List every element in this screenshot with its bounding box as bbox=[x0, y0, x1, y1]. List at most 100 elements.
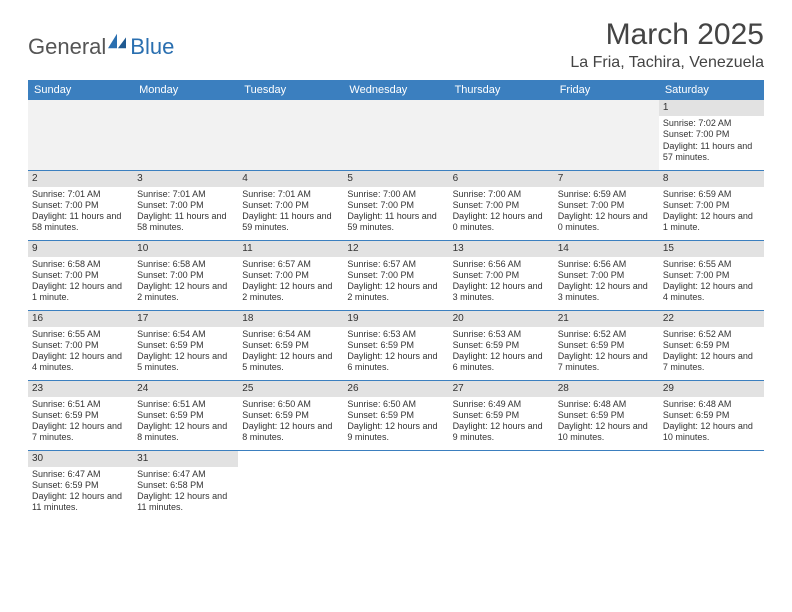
day-details: Sunrise: 6:56 AMSunset: 7:00 PMDaylight:… bbox=[449, 257, 554, 308]
day-cell: 9Sunrise: 6:58 AMSunset: 7:00 PMDaylight… bbox=[28, 240, 133, 310]
day-number: 5 bbox=[343, 171, 448, 187]
day-number: 18 bbox=[238, 311, 343, 327]
empty-trail-cell bbox=[659, 450, 764, 520]
calendar-row: 23Sunrise: 6:51 AMSunset: 6:59 PMDayligh… bbox=[28, 380, 764, 450]
day-daylight: Daylight: 12 hours and 5 minutes. bbox=[137, 351, 234, 374]
weekday-header: Wednesday bbox=[343, 80, 448, 100]
day-details: Sunrise: 6:52 AMSunset: 6:59 PMDaylight:… bbox=[659, 327, 764, 378]
day-details: Sunrise: 6:56 AMSunset: 7:00 PMDaylight:… bbox=[554, 257, 659, 308]
day-cell: 14Sunrise: 6:56 AMSunset: 7:00 PMDayligh… bbox=[554, 240, 659, 310]
day-sunset: Sunset: 6:59 PM bbox=[453, 410, 550, 421]
day-daylight: Daylight: 12 hours and 8 minutes. bbox=[137, 421, 234, 444]
day-sunset: Sunset: 7:00 PM bbox=[558, 270, 655, 281]
day-sunrise: Sunrise: 6:51 AM bbox=[137, 399, 234, 410]
day-sunset: Sunset: 7:00 PM bbox=[347, 270, 444, 281]
day-daylight: Daylight: 11 hours and 58 minutes. bbox=[137, 211, 234, 234]
day-number: 7 bbox=[554, 171, 659, 187]
day-details: Sunrise: 6:48 AMSunset: 6:59 PMDaylight:… bbox=[659, 397, 764, 448]
day-sunset: Sunset: 7:00 PM bbox=[347, 200, 444, 211]
day-details: Sunrise: 6:49 AMSunset: 6:59 PMDaylight:… bbox=[449, 397, 554, 448]
day-details: Sunrise: 6:59 AMSunset: 7:00 PMDaylight:… bbox=[659, 187, 764, 238]
day-sunset: Sunset: 7:00 PM bbox=[453, 200, 550, 211]
day-sunrise: Sunrise: 7:00 AM bbox=[453, 189, 550, 200]
day-number: 29 bbox=[659, 381, 764, 397]
day-sunrise: Sunrise: 6:55 AM bbox=[663, 259, 760, 270]
day-sunrise: Sunrise: 6:58 AM bbox=[137, 259, 234, 270]
day-details: Sunrise: 6:50 AMSunset: 6:59 PMDaylight:… bbox=[238, 397, 343, 448]
weekday-header: Thursday bbox=[449, 80, 554, 100]
day-daylight: Daylight: 12 hours and 9 minutes. bbox=[347, 421, 444, 444]
day-number: 1 bbox=[659, 100, 764, 116]
day-cell: 2Sunrise: 7:01 AMSunset: 7:00 PMDaylight… bbox=[28, 170, 133, 240]
day-daylight: Daylight: 12 hours and 2 minutes. bbox=[347, 281, 444, 304]
day-daylight: Daylight: 11 hours and 59 minutes. bbox=[242, 211, 339, 234]
day-cell: 17Sunrise: 6:54 AMSunset: 6:59 PMDayligh… bbox=[133, 310, 238, 380]
weekday-header: Saturday bbox=[659, 80, 764, 100]
day-sunset: Sunset: 7:00 PM bbox=[558, 200, 655, 211]
day-sunrise: Sunrise: 7:01 AM bbox=[137, 189, 234, 200]
day-sunrise: Sunrise: 6:55 AM bbox=[32, 329, 129, 340]
empty-trail-cell bbox=[238, 450, 343, 520]
day-sunset: Sunset: 6:59 PM bbox=[137, 410, 234, 421]
day-sunset: Sunset: 6:59 PM bbox=[453, 340, 550, 351]
day-sunset: Sunset: 7:00 PM bbox=[137, 270, 234, 281]
day-daylight: Daylight: 11 hours and 57 minutes. bbox=[663, 141, 760, 164]
day-details: Sunrise: 6:53 AMSunset: 6:59 PMDaylight:… bbox=[343, 327, 448, 378]
logo: General Blue bbox=[28, 32, 174, 62]
day-cell: 5Sunrise: 7:00 AMSunset: 7:00 PMDaylight… bbox=[343, 170, 448, 240]
day-number: 6 bbox=[449, 171, 554, 187]
day-number: 23 bbox=[28, 381, 133, 397]
day-cell: 31Sunrise: 6:47 AMSunset: 6:58 PMDayligh… bbox=[133, 450, 238, 520]
day-number: 2 bbox=[28, 171, 133, 187]
day-daylight: Daylight: 12 hours and 3 minutes. bbox=[558, 281, 655, 304]
day-cell: 6Sunrise: 7:00 AMSunset: 7:00 PMDaylight… bbox=[449, 170, 554, 240]
day-number: 8 bbox=[659, 171, 764, 187]
day-cell: 24Sunrise: 6:51 AMSunset: 6:59 PMDayligh… bbox=[133, 380, 238, 450]
day-daylight: Daylight: 12 hours and 11 minutes. bbox=[137, 491, 234, 514]
day-daylight: Daylight: 12 hours and 1 minute. bbox=[663, 211, 760, 234]
day-sunrise: Sunrise: 6:59 AM bbox=[558, 189, 655, 200]
day-daylight: Daylight: 12 hours and 6 minutes. bbox=[453, 351, 550, 374]
day-sunset: Sunset: 6:59 PM bbox=[663, 410, 760, 421]
day-sunrise: Sunrise: 6:57 AM bbox=[242, 259, 339, 270]
weekday-header: Tuesday bbox=[238, 80, 343, 100]
day-sunrise: Sunrise: 6:48 AM bbox=[663, 399, 760, 410]
day-number: 25 bbox=[238, 381, 343, 397]
day-sunset: Sunset: 6:59 PM bbox=[558, 410, 655, 421]
day-cell: 18Sunrise: 6:54 AMSunset: 6:59 PMDayligh… bbox=[238, 310, 343, 380]
day-number: 12 bbox=[343, 241, 448, 257]
day-number: 20 bbox=[449, 311, 554, 327]
empty-trail-cell bbox=[554, 450, 659, 520]
calendar-row: 1Sunrise: 7:02 AMSunset: 7:00 PMDaylight… bbox=[28, 100, 764, 170]
day-daylight: Daylight: 11 hours and 59 minutes. bbox=[347, 211, 444, 234]
day-sunrise: Sunrise: 6:52 AM bbox=[663, 329, 760, 340]
day-details: Sunrise: 6:51 AMSunset: 6:59 PMDaylight:… bbox=[28, 397, 133, 448]
weekday-header: Friday bbox=[554, 80, 659, 100]
day-sunrise: Sunrise: 7:02 AM bbox=[663, 118, 760, 129]
day-cell: 26Sunrise: 6:50 AMSunset: 6:59 PMDayligh… bbox=[343, 380, 448, 450]
day-daylight: Daylight: 12 hours and 4 minutes. bbox=[663, 281, 760, 304]
day-details: Sunrise: 6:57 AMSunset: 7:00 PMDaylight:… bbox=[238, 257, 343, 308]
day-details: Sunrise: 6:47 AMSunset: 6:59 PMDaylight:… bbox=[28, 467, 133, 518]
day-number: 10 bbox=[133, 241, 238, 257]
day-sunset: Sunset: 6:59 PM bbox=[558, 340, 655, 351]
day-cell: 30Sunrise: 6:47 AMSunset: 6:59 PMDayligh… bbox=[28, 450, 133, 520]
day-details: Sunrise: 6:50 AMSunset: 6:59 PMDaylight:… bbox=[343, 397, 448, 448]
empty-lead-cell bbox=[28, 100, 133, 170]
day-daylight: Daylight: 12 hours and 7 minutes. bbox=[663, 351, 760, 374]
day-cell: 1Sunrise: 7:02 AMSunset: 7:00 PMDaylight… bbox=[659, 100, 764, 170]
day-details: Sunrise: 6:51 AMSunset: 6:59 PMDaylight:… bbox=[133, 397, 238, 448]
day-sunset: Sunset: 6:59 PM bbox=[663, 340, 760, 351]
day-cell: 11Sunrise: 6:57 AMSunset: 7:00 PMDayligh… bbox=[238, 240, 343, 310]
calendar-row: 30Sunrise: 6:47 AMSunset: 6:59 PMDayligh… bbox=[28, 450, 764, 520]
day-sunrise: Sunrise: 6:54 AM bbox=[242, 329, 339, 340]
page-header: General Blue March 2025 La Fria, Tachira… bbox=[28, 18, 764, 72]
day-daylight: Daylight: 12 hours and 2 minutes. bbox=[242, 281, 339, 304]
day-number: 11 bbox=[238, 241, 343, 257]
day-details: Sunrise: 6:57 AMSunset: 7:00 PMDaylight:… bbox=[343, 257, 448, 308]
empty-lead-cell bbox=[554, 100, 659, 170]
day-cell: 21Sunrise: 6:52 AMSunset: 6:59 PMDayligh… bbox=[554, 310, 659, 380]
day-details: Sunrise: 6:58 AMSunset: 7:00 PMDaylight:… bbox=[133, 257, 238, 308]
day-sunset: Sunset: 7:00 PM bbox=[137, 200, 234, 211]
day-daylight: Daylight: 12 hours and 3 minutes. bbox=[453, 281, 550, 304]
